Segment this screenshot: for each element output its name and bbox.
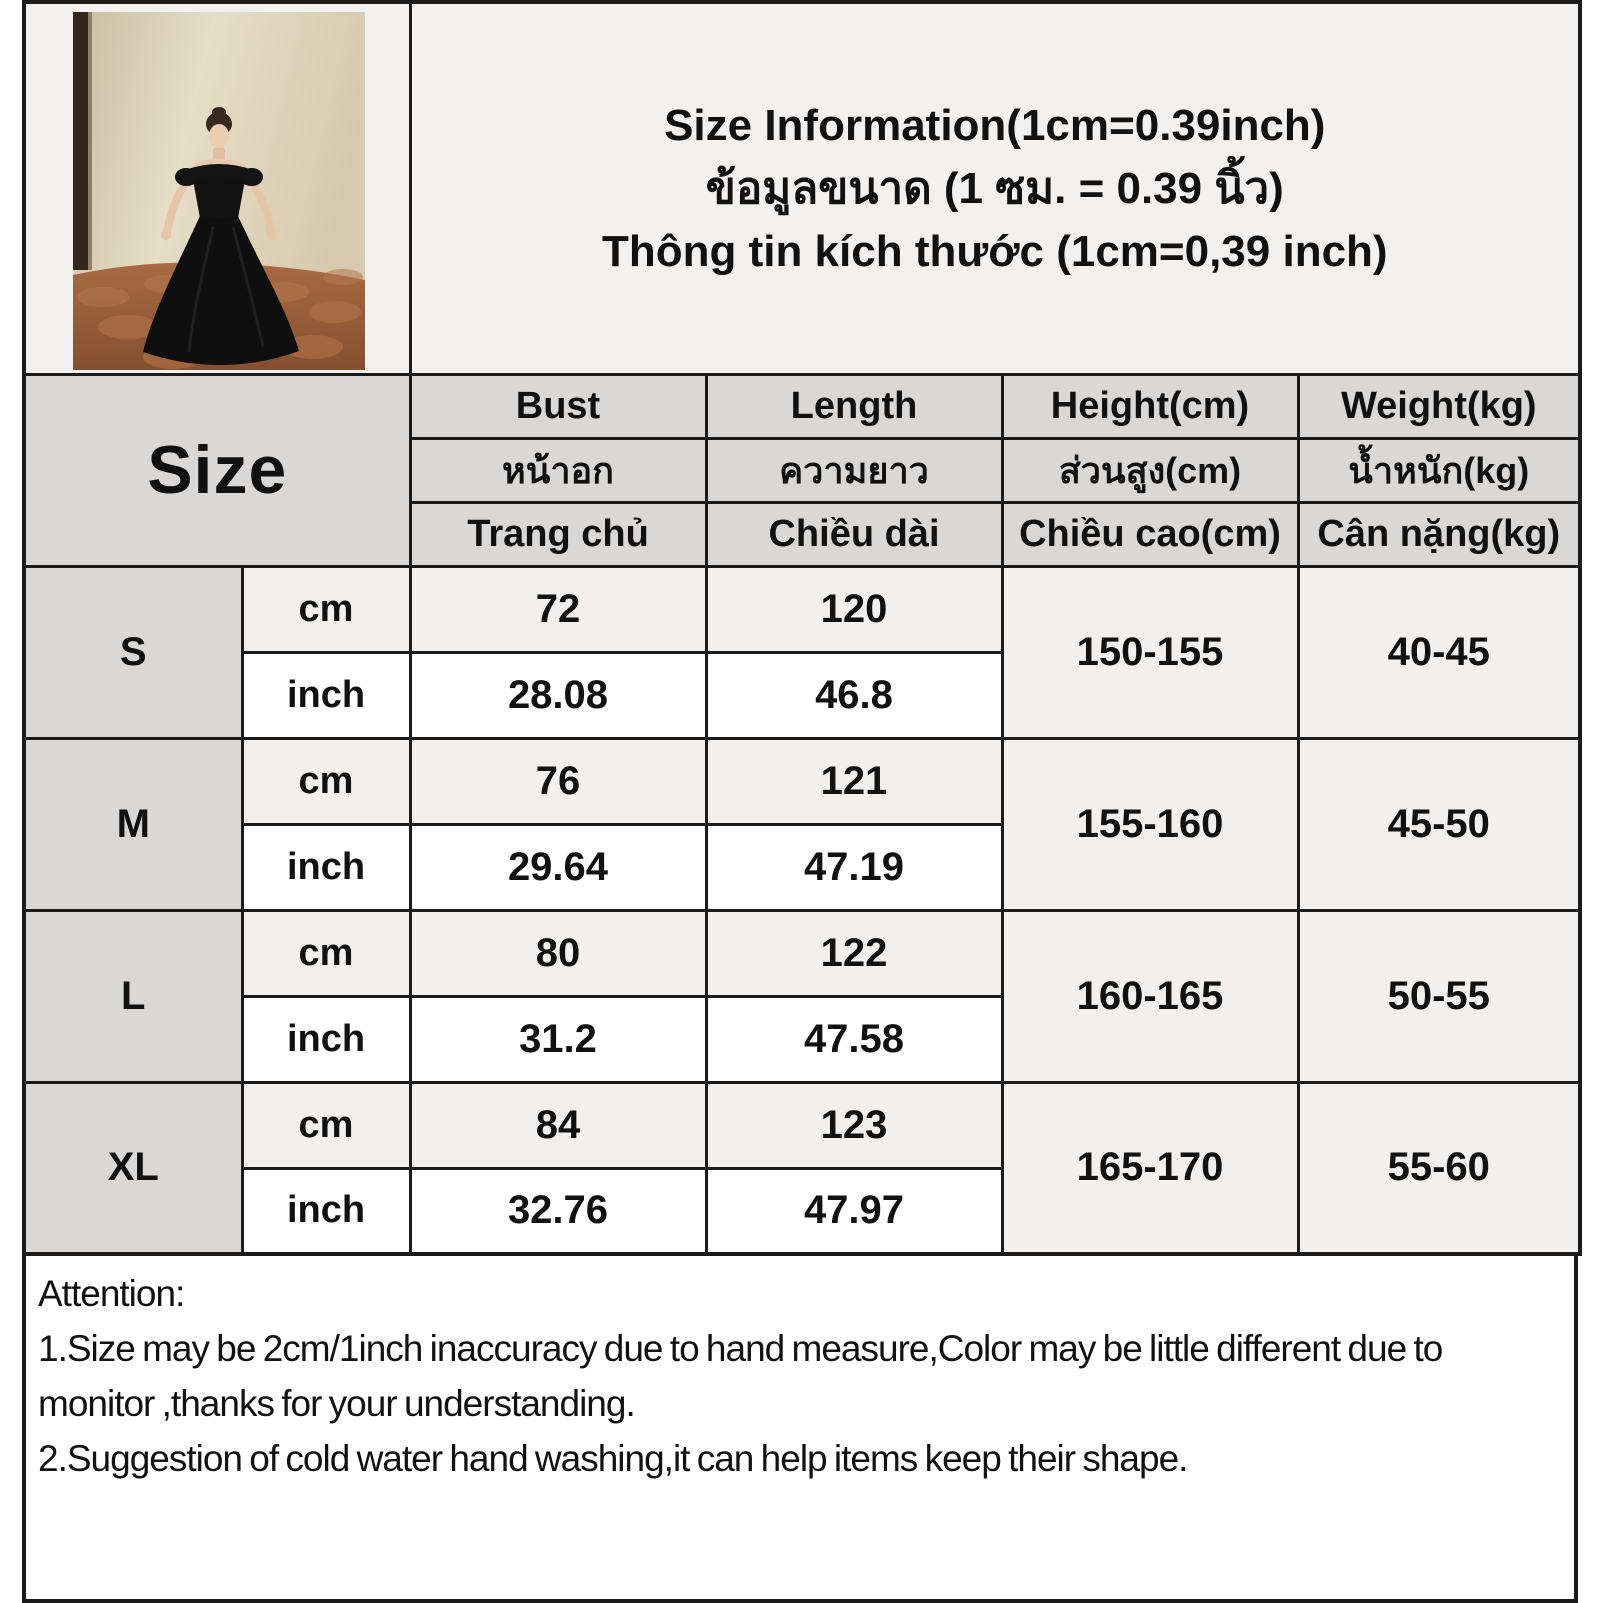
m-weight-range: 45-50 — [1296, 736, 1582, 912]
unit-label-inch: inch — [240, 994, 412, 1084]
col-header-bust-en: Bust — [408, 372, 708, 440]
m-length-cm: 121 — [704, 736, 1004, 826]
unit-label-inch: inch — [240, 1166, 412, 1256]
unit-label-cm: cm — [240, 564, 412, 654]
xl-bust-cm: 84 — [408, 1080, 708, 1170]
xl-length-inch: 47.97 — [704, 1166, 1004, 1256]
l-bust-inch: 31.2 — [408, 994, 708, 1084]
unit-label-cm: cm — [240, 908, 412, 998]
model-figure — [143, 107, 299, 366]
title-thai: ข้อมูลขนาด (1 ซม. = 0.39 นิ้ว) — [705, 163, 1284, 213]
s-bust-inch: 28.08 — [408, 650, 708, 740]
xl-bust-inch: 32.76 — [408, 1166, 708, 1256]
unit-label-cm: cm — [240, 1080, 412, 1170]
size-row-label-l: L — [22, 908, 244, 1084]
unit-label-inch: inch — [240, 822, 412, 912]
title-block: Size Information(1cm=0.39inch) ข้อมูลขนา… — [408, 0, 1582, 376]
col-header-length-en: Length — [704, 372, 1004, 440]
product-photo — [73, 12, 365, 371]
l-length-inch: 47.58 — [704, 994, 1004, 1084]
m-bust-inch: 29.64 — [408, 822, 708, 912]
door — [73, 12, 88, 271]
col-header-bust-th: หน้าอก — [408, 436, 708, 504]
title-english: Size Information(1cm=0.39inch) — [664, 100, 1326, 150]
l-length-cm: 122 — [704, 908, 1004, 998]
size-row-label-s: S — [22, 564, 244, 740]
attention-heading: Attention: — [38, 1273, 185, 1314]
col-header-length-th: ความยาว — [704, 436, 1004, 504]
col-header-bust-vi: Trang chủ — [408, 500, 708, 568]
m-height-range: 155-160 — [1000, 736, 1300, 912]
size-row-label-xl: XL — [22, 1080, 244, 1256]
col-header-weight-en: Weight(kg) — [1296, 372, 1582, 440]
l-bust-cm: 80 — [408, 908, 708, 998]
l-height-range: 160-165 — [1000, 908, 1300, 1084]
col-header-height-th: ส่วนสูง(cm) — [1000, 436, 1300, 504]
col-header-length-vi: Chiều dài — [704, 500, 1004, 568]
attention-note-2: 2.Suggestion of cold water hand washing,… — [38, 1438, 1188, 1479]
m-length-inch: 47.19 — [704, 822, 1004, 912]
col-header-height-en: Height(cm) — [1000, 372, 1300, 440]
unit-label-cm: cm — [240, 736, 412, 826]
col-header-height-vi: Chiều cao(cm) — [1000, 500, 1300, 568]
size-chart-sheet: Size Information(1cm=0.39inch) ข้อมูลขนา… — [22, 0, 1583, 1603]
size-chart-table: Size Information(1cm=0.39inch) ข้อมูลขนา… — [22, 0, 1583, 1256]
xl-weight-range: 55-60 — [1296, 1080, 1582, 1256]
size-row-label-m: M — [22, 736, 244, 912]
xl-height-range: 165-170 — [1000, 1080, 1300, 1256]
size-header-cell: Size — [22, 372, 412, 568]
col-header-weight-th: น้ำหนัก(kg) — [1296, 436, 1582, 504]
s-height-range: 150-155 — [1000, 564, 1300, 740]
s-length-cm: 120 — [704, 564, 1004, 654]
unit-label-inch: inch — [240, 650, 412, 740]
l-weight-range: 50-55 — [1296, 908, 1582, 1084]
attention-notes: Attention: 1.Size may be 2cm/1inch inacc… — [22, 1256, 1578, 1603]
s-weight-range: 40-45 — [1296, 564, 1582, 740]
s-length-inch: 46.8 — [704, 650, 1004, 740]
xl-length-cm: 123 — [704, 1080, 1004, 1170]
col-header-weight-vi: Cân nặng(kg) — [1296, 500, 1582, 568]
attention-note-1: 1.Size may be 2cm/1inch inaccuracy due t… — [38, 1328, 1443, 1424]
s-bust-cm: 72 — [408, 564, 708, 654]
product-photo-cell — [22, 0, 412, 376]
title-vietnamese: Thông tin kích thước (1cm=0,39 inch) — [601, 226, 1388, 276]
m-bust-cm: 76 — [408, 736, 708, 826]
